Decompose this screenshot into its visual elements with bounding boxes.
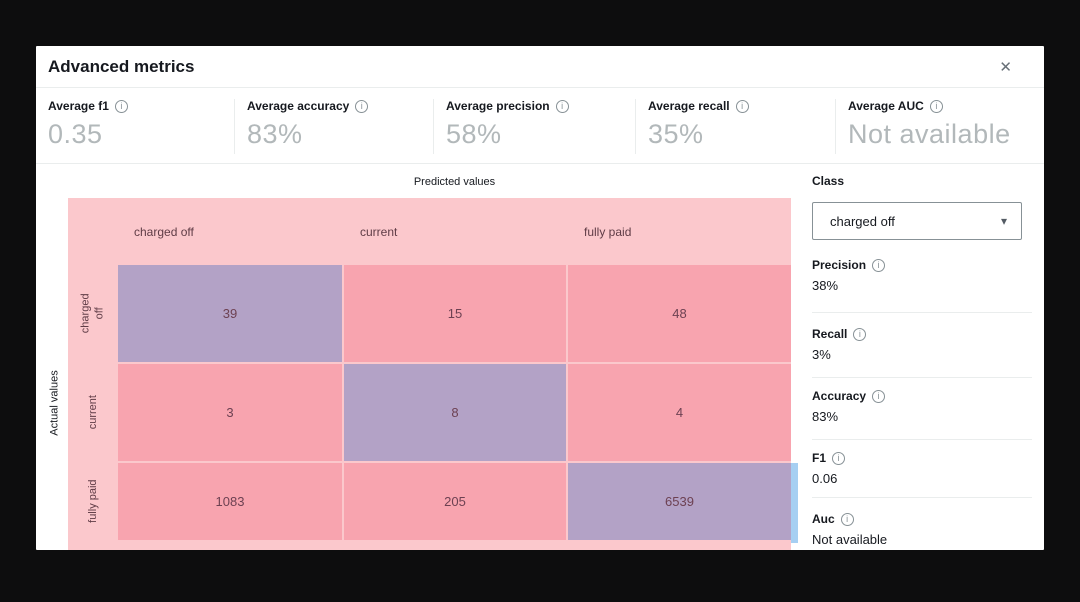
metric-average-accuracy: Average accuracy i 83%: [234, 99, 433, 154]
row-header-fully-paid: fully paid: [68, 463, 118, 540]
panel-metric-value: Not available: [812, 532, 888, 547]
panel-metric-value: 83%: [812, 409, 839, 424]
matrix-scroll-indicator[interactable]: [791, 463, 798, 543]
divider: [812, 312, 1032, 313]
info-icon[interactable]: i: [735, 99, 749, 113]
panel-metric-auc: Auc i Not available: [812, 512, 1032, 547]
metric-label: Average AUC: [848, 99, 924, 113]
x-axis-title: Predicted values: [413, 176, 496, 188]
panel-metric-label: Recall: [812, 327, 848, 341]
class-dropdown[interactable]: charged off ▾: [812, 202, 1022, 240]
metric-average-auc: Average AUC i Not available: [835, 99, 1044, 154]
panel-metric-recall: Recall i 3%: [812, 327, 1032, 362]
info-icon[interactable]: i: [872, 389, 886, 403]
y-axis-title: Actual values: [49, 370, 61, 436]
chevron-down-icon: ▾: [1000, 214, 1007, 228]
col-header-fully-paid: fully paid: [584, 224, 632, 239]
info-icon[interactable]: i: [114, 99, 128, 113]
metric-label: Average f1: [48, 99, 109, 113]
panel-metric-label: Auc: [812, 512, 835, 526]
panel-metric-f1: F1 i 0.06: [812, 451, 1032, 486]
info-icon[interactable]: i: [555, 99, 569, 113]
matrix-cell-r2c1[interactable]: 205: [344, 463, 566, 540]
class-dropdown-value: charged off: [830, 213, 895, 229]
divider: [812, 497, 1032, 498]
info-icon[interactable]: i: [872, 258, 886, 272]
advanced-metrics-modal: Advanced metrics ✕ Average f1 i 0.35 Ave…: [36, 46, 1044, 550]
divider: [812, 439, 1032, 440]
info-icon[interactable]: i: [832, 451, 846, 465]
panel-metric-value: 3%: [812, 347, 831, 362]
metric-value: 0.35: [48, 119, 103, 149]
panel-metric-label: Accuracy: [812, 389, 867, 403]
info-icon[interactable]: i: [929, 99, 943, 113]
matrix-cell-r1c0[interactable]: 3: [118, 364, 342, 461]
y-axis-title-box: Actual values: [46, 265, 64, 541]
matrix-cell-r1c2[interactable]: 4: [568, 364, 791, 461]
metric-value: 58%: [446, 119, 502, 149]
summary-metrics-row: Average f1 i 0.35 Average accuracy i 83%…: [36, 88, 1044, 164]
panel-metric-value: 38%: [812, 278, 839, 293]
row-header-label: fully paid: [86, 479, 99, 524]
close-icon[interactable]: ✕: [999, 58, 1012, 76]
divider: [812, 377, 1032, 378]
confusion-matrix: charged off current fully paid charged o…: [68, 198, 791, 550]
info-icon[interactable]: i: [840, 512, 854, 526]
matrix-cell-r1c1[interactable]: 8: [344, 364, 566, 461]
metric-average-recall: Average recall i 35%: [635, 99, 835, 154]
col-header-current: current: [360, 224, 398, 239]
matrix-cell-r2c2[interactable]: 6539: [568, 463, 791, 540]
matrix-cell-r0c1[interactable]: 15: [344, 265, 566, 362]
info-icon[interactable]: i: [853, 327, 867, 341]
panel-metric-label: F1: [812, 451, 827, 465]
metric-value: 83%: [247, 119, 303, 149]
modal-header: Advanced metrics ✕: [36, 46, 1044, 88]
metric-value: Not available: [848, 119, 1011, 149]
panel-metric-label: Precision: [812, 258, 867, 272]
metric-label: Average accuracy: [247, 99, 350, 113]
info-icon[interactable]: i: [355, 99, 369, 113]
row-header-label: current: [86, 395, 99, 430]
metric-value: 35%: [648, 119, 704, 149]
row-header-label: charged off: [79, 293, 106, 334]
panel-metric-value: 0.06: [812, 471, 838, 486]
page-title: Advanced metrics: [48, 57, 195, 76]
metric-average-f1: Average f1 i 0.35: [36, 99, 234, 154]
panel-metric-accuracy: Accuracy i 83%: [812, 389, 1032, 424]
panel-metric-precision: Precision i 38%: [812, 258, 1032, 293]
matrix-cell-r0c0[interactable]: 39: [118, 265, 342, 362]
metric-label: Average precision: [446, 99, 550, 113]
col-header-charged-off: charged off: [134, 224, 194, 239]
metric-average-precision: Average precision i 58%: [433, 99, 635, 154]
metric-label: Average recall: [648, 99, 730, 113]
matrix-cell-r0c2[interactable]: 48: [568, 265, 791, 362]
class-panel-label: Class: [812, 174, 845, 188]
row-header-charged-off: charged off: [68, 265, 118, 362]
matrix-cell-r2c0[interactable]: 1083: [118, 463, 342, 540]
row-header-current: current: [68, 364, 118, 461]
